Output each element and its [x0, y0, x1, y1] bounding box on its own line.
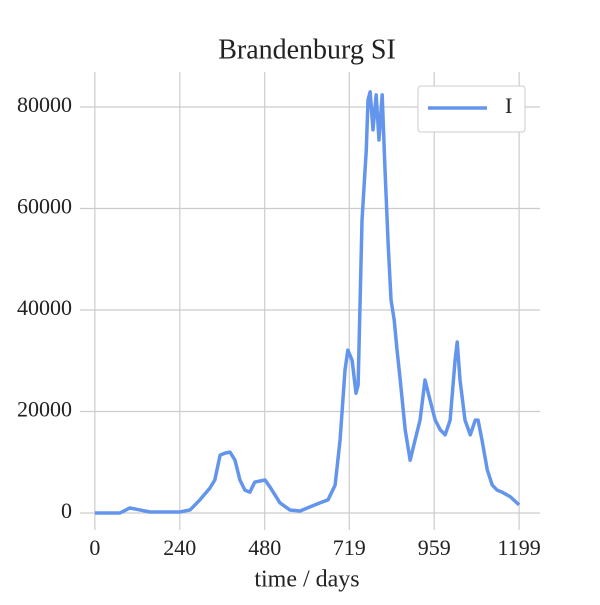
- y-tick-label: 20000: [17, 397, 72, 422]
- y-tick-label: 80000: [17, 92, 72, 117]
- x-tick-label: 959: [418, 535, 451, 560]
- y-tick-label: 60000: [17, 194, 72, 219]
- legend-label: I: [505, 93, 512, 118]
- x-axis-label: time / days: [254, 567, 359, 593]
- chart-title: Brandenburg SI: [218, 34, 396, 65]
- x-tick-label: 719: [333, 535, 366, 560]
- y-tick-label: 40000: [17, 295, 72, 320]
- x-tick-label: 240: [163, 535, 196, 560]
- x-tick-label: 480: [248, 535, 281, 560]
- x-tick-label: 1199: [498, 535, 541, 560]
- legend: I: [417, 85, 526, 133]
- y-tick-label: 0: [61, 498, 72, 523]
- data-line: [94, 90, 521, 515]
- x-tick-label: 0: [89, 535, 100, 560]
